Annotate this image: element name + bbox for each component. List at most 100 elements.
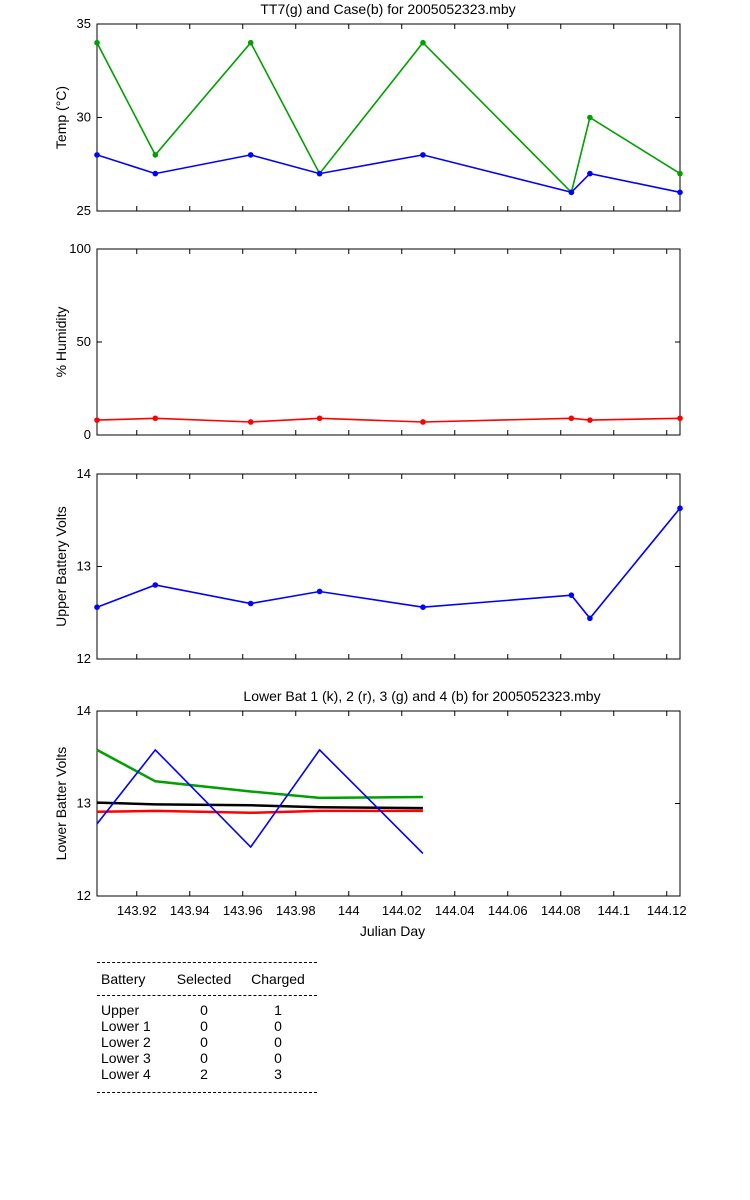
y-tick-label: 100: [69, 241, 91, 256]
data-point: [587, 615, 593, 622]
series-line: [96, 748, 424, 854]
y-tick-label: 12: [77, 888, 91, 903]
data-point: [677, 189, 683, 196]
series-line: [96, 507, 681, 620]
data-point: [587, 170, 593, 177]
row-battery: Lower 2: [101, 1034, 151, 1050]
x-tick-label: 144.06: [488, 903, 528, 918]
table-header: Battery Selected Charged: [97, 965, 317, 993]
x-tick-label: 144.08: [541, 903, 581, 918]
table-row: Lower 3 0 0: [97, 1050, 317, 1066]
data-point: [94, 604, 100, 610]
table-row: Lower 1 0 0: [97, 1018, 317, 1034]
x-tick-label: 144: [338, 903, 360, 918]
series-line: [96, 809, 423, 815]
y-tick-label: 14: [77, 466, 91, 481]
x-tick-label: 143.94: [170, 903, 210, 918]
data-point: [677, 505, 683, 512]
data-point: [420, 39, 426, 46]
y-tick-label: 0: [84, 427, 91, 442]
series-line: [96, 748, 423, 800]
data-point: [677, 415, 683, 422]
data-point: [247, 39, 254, 46]
data-point: [247, 419, 254, 425]
data-point: [420, 152, 426, 158]
row-charged: 3: [274, 1066, 282, 1082]
table-rule: [97, 995, 317, 996]
battery-table: Battery Selected Charged Upper 0 1 Lower…: [97, 962, 317, 1093]
row-battery: Lower 1: [101, 1018, 151, 1034]
data-point: [587, 114, 593, 121]
data-point: [94, 39, 100, 46]
table-rule: [97, 1092, 317, 1093]
row-battery: Upper: [101, 1002, 140, 1018]
data-point: [247, 600, 254, 607]
x-tick-label: 143.98: [276, 903, 316, 918]
header-charged: Charged: [251, 971, 305, 987]
row-battery: Lower 3: [101, 1050, 151, 1066]
y-axis-label: Upper Battery Volts: [53, 506, 69, 627]
data-point: [316, 170, 323, 177]
data-point: [420, 604, 426, 610]
y-tick-label: 35: [77, 16, 91, 31]
y-axis-label: Temp (°C): [53, 86, 69, 149]
row-selected: 0: [200, 1018, 208, 1034]
x-tick-label: 143.96: [223, 903, 263, 918]
y-tick-label: 13: [77, 796, 91, 811]
row-selected: 0: [200, 1034, 208, 1050]
table-body: Upper 0 1 Lower 1 0 0 Lower 2 0 0 Lower …: [97, 996, 317, 1092]
row-selected: 2: [200, 1066, 208, 1082]
row-charged: 0: [274, 1018, 282, 1034]
x-axis-label: Julian Day: [360, 923, 425, 939]
data-point: [568, 592, 575, 598]
table-row: Lower 2 0 0: [97, 1034, 317, 1050]
series-line: [96, 41, 681, 194]
data-point: [568, 189, 575, 196]
x-tick-label: 144.1: [597, 903, 630, 918]
x-tick-label: 144.04: [435, 903, 475, 918]
y-tick-label: 13: [77, 559, 91, 574]
row-battery: Lower 4: [101, 1066, 151, 1082]
series-line: [96, 417, 681, 423]
data-point: [94, 417, 100, 423]
x-tick-label: 144.12: [647, 903, 687, 918]
figure: 25 30 35 Temp (°C) TT7(g) and Case(b) for 20…: [53, 1, 687, 939]
chart-title: Lower Bat 1 (k), 2 (r), 3 (g) and 4 (b) …: [243, 688, 600, 704]
data-point: [420, 419, 426, 425]
data-point: [152, 170, 159, 177]
header-selected: Selected: [176, 971, 232, 987]
row-charged: 1: [274, 1002, 282, 1018]
table-row: Lower 4 2 3: [97, 1066, 317, 1082]
row-selected: 0: [200, 1050, 208, 1066]
y-tick-label: 25: [77, 203, 91, 218]
x-tick-label: 143.92: [117, 903, 157, 918]
series-line: [96, 801, 423, 810]
data-point: [152, 152, 159, 158]
x-tick-label: 144.02: [382, 903, 422, 918]
data-point: [152, 415, 159, 422]
row-charged: 0: [274, 1050, 282, 1066]
header-battery: Battery: [101, 971, 146, 987]
y-tick-label: 14: [77, 703, 91, 718]
y-tick-label: 12: [77, 651, 91, 666]
data-point: [152, 582, 159, 588]
chart-title: TT7(g) and Case(b) for 2005052323.mby: [260, 1, 515, 17]
row-charged: 0: [274, 1034, 282, 1050]
data-point: [677, 170, 683, 177]
y-axis-label: % Humidity: [53, 307, 69, 378]
y-axis-label: Lower Batter Volts: [53, 747, 69, 861]
y-tick-label: 30: [77, 110, 91, 125]
series-line: [96, 154, 681, 194]
data-point: [94, 152, 100, 158]
data-point: [587, 417, 593, 423]
table-rule: [97, 962, 317, 963]
plot-frame: [96, 248, 681, 436]
data-point: [247, 152, 254, 158]
data-point: [316, 415, 323, 422]
data-point: [568, 415, 575, 422]
data-point: [316, 588, 323, 595]
plot-frame: [96, 473, 681, 660]
y-tick-label: 50: [77, 334, 91, 349]
row-selected: 0: [200, 1002, 208, 1018]
table-row: Upper 0 1: [97, 1002, 317, 1018]
